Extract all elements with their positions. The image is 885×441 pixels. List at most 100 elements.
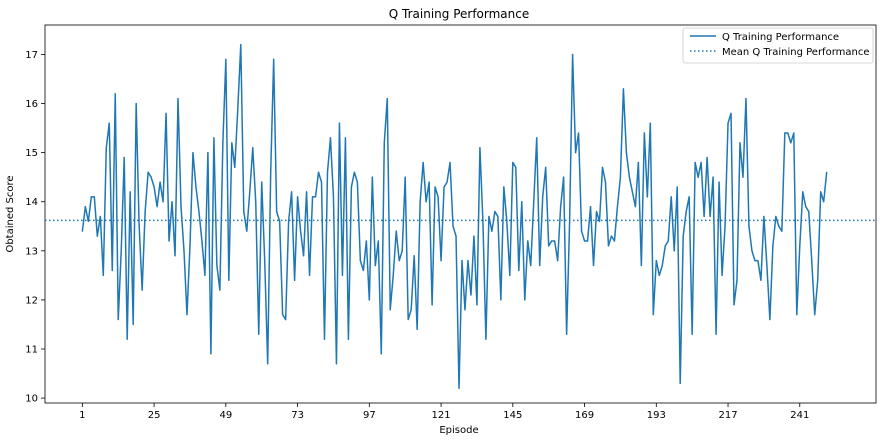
data-point — [500, 299, 502, 301]
data-point — [790, 142, 792, 144]
data-point — [356, 181, 358, 183]
data-point — [539, 264, 541, 267]
data-point — [204, 274, 206, 276]
data-point — [416, 328, 418, 330]
data-point — [730, 112, 732, 114]
data-point — [395, 230, 397, 232]
data-point — [527, 240, 529, 242]
data-point — [296, 196, 299, 198]
data-point — [314, 196, 317, 198]
data-point — [631, 191, 633, 193]
x-tick-label: 217 — [718, 410, 737, 421]
data-point — [102, 274, 104, 276]
data-point — [90, 196, 92, 198]
data-point — [258, 333, 260, 335]
data-point — [625, 152, 628, 154]
data-point — [494, 210, 496, 213]
data-point — [335, 363, 338, 365]
data-point — [222, 142, 224, 144]
data-point — [733, 304, 735, 306]
data-point — [431, 304, 433, 306]
data-point — [159, 181, 161, 183]
data-point — [440, 260, 442, 262]
data-point — [380, 353, 382, 355]
data-point — [105, 147, 107, 149]
data-point — [189, 245, 191, 247]
data-point — [796, 314, 798, 316]
data-point — [144, 210, 146, 213]
data-point — [174, 255, 176, 257]
data-point — [697, 176, 699, 178]
data-point — [509, 274, 511, 276]
data-point — [255, 201, 257, 203]
data-point — [288, 220, 290, 222]
data-point — [775, 215, 777, 218]
data-point — [551, 240, 553, 242]
data-point — [694, 161, 696, 164]
x-tick-label: 145 — [503, 410, 522, 421]
data-point — [757, 260, 759, 262]
data-point — [533, 201, 535, 203]
data-point — [171, 201, 173, 203]
data-point — [177, 98, 179, 100]
data-point — [739, 142, 741, 144]
data-point — [443, 186, 445, 188]
data-point — [601, 166, 604, 168]
data-point — [273, 58, 275, 60]
data-point — [661, 264, 663, 267]
data-point — [583, 240, 586, 242]
data-point — [652, 314, 654, 316]
data-point — [569, 220, 571, 222]
y-tick-label: 13 — [25, 246, 38, 257]
data-point — [685, 210, 687, 213]
data-point — [126, 338, 128, 340]
plot-frame — [44, 24, 877, 404]
data-point — [622, 88, 625, 90]
data-point — [512, 161, 514, 164]
data-point — [703, 215, 705, 218]
x-axis: 1 25 49 73 97 121 145 169 193 217 241 — [79, 403, 809, 421]
y-tick-label: 15 — [25, 148, 38, 159]
data-point — [198, 210, 200, 213]
data-point — [760, 279, 762, 281]
data-point — [536, 137, 538, 139]
data-point — [754, 260, 756, 262]
data-point — [201, 240, 203, 242]
data-point — [428, 181, 430, 183]
data-point — [670, 196, 672, 198]
y-axis-title: Obtained Score — [5, 175, 16, 252]
data-point — [799, 245, 801, 247]
data-point — [425, 201, 427, 203]
data-point — [183, 250, 185, 252]
data-point — [413, 255, 415, 257]
x-tick-label: 1 — [79, 410, 85, 421]
y-tick-label: 12 — [25, 295, 38, 306]
data-point — [138, 225, 140, 227]
data-point — [225, 58, 227, 60]
data-point — [264, 260, 266, 262]
data-point — [81, 230, 83, 232]
data-point — [784, 132, 786, 134]
data-point — [371, 176, 373, 178]
y-axis: 10 11 12 13 14 15 16 17 — [25, 50, 45, 405]
data-point — [246, 230, 248, 232]
data-point — [637, 161, 639, 164]
data-point — [772, 245, 774, 247]
data-point — [820, 191, 822, 193]
data-point — [329, 137, 332, 139]
data-point — [667, 240, 669, 242]
legend-label-series: Q Training Performance — [722, 32, 839, 43]
data-point — [120, 250, 122, 252]
data-point — [186, 314, 188, 316]
data-point — [320, 181, 323, 183]
data-point — [132, 323, 134, 326]
data-point — [108, 122, 110, 124]
data-point — [407, 318, 409, 321]
data-point — [141, 289, 143, 291]
data-point — [84, 206, 86, 208]
data-point — [521, 201, 523, 203]
data-point — [96, 235, 98, 237]
data-point — [216, 264, 218, 267]
data-point — [554, 240, 556, 242]
data-point — [817, 279, 819, 281]
